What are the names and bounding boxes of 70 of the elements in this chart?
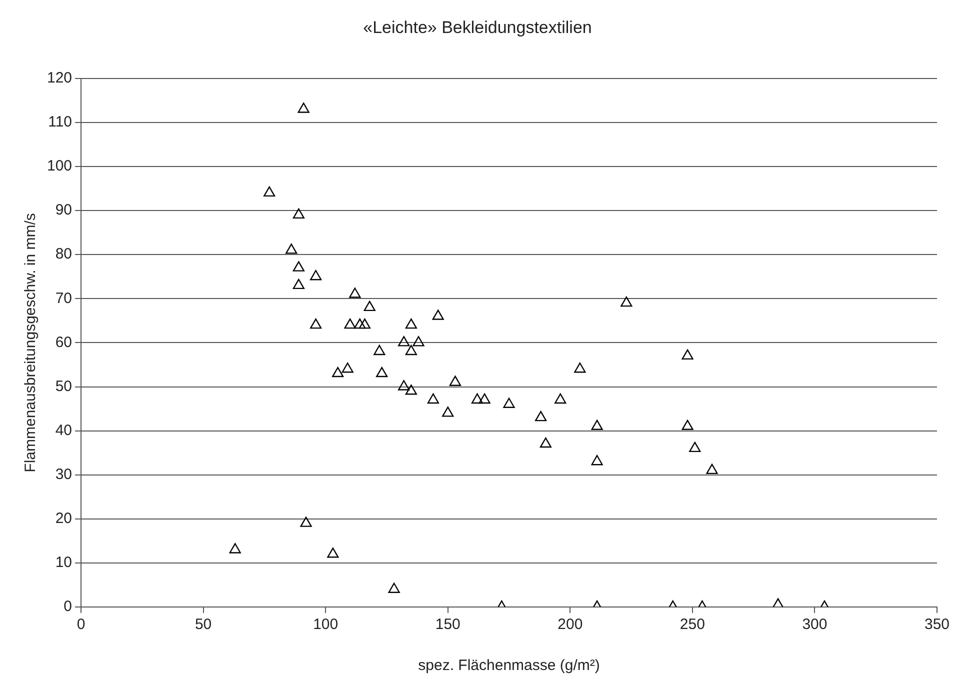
point xyxy=(398,336,410,346)
point xyxy=(364,300,376,312)
point xyxy=(405,344,417,356)
point xyxy=(540,437,552,448)
point xyxy=(471,393,484,404)
y-tick-label: 10 xyxy=(55,554,72,572)
point xyxy=(376,366,388,378)
point xyxy=(388,582,400,593)
y-tick-label: 100 xyxy=(46,158,72,175)
point xyxy=(286,244,298,254)
point xyxy=(574,362,586,373)
point xyxy=(398,380,410,390)
point xyxy=(349,288,361,298)
point xyxy=(591,455,603,466)
y-axis-title: Flammenausbreitungsgeschw. in mm/s xyxy=(22,213,40,472)
point xyxy=(342,362,354,373)
x-tick-label: 150 xyxy=(435,616,460,634)
point xyxy=(706,464,718,474)
point xyxy=(478,393,490,404)
point xyxy=(292,278,304,290)
y-tick-label: 80 xyxy=(55,246,72,263)
point xyxy=(427,393,439,404)
point xyxy=(310,270,322,280)
y-tick-label: 20 xyxy=(55,510,72,528)
point xyxy=(327,548,339,558)
y-tick-label: 90 xyxy=(55,202,72,219)
point xyxy=(310,318,322,329)
x-tick-label: 50 xyxy=(194,616,212,634)
y-tick-label: 50 xyxy=(55,378,72,395)
point xyxy=(358,318,371,329)
x-tick-label: 250 xyxy=(680,616,705,634)
point xyxy=(772,598,784,607)
y-tick-label: 40 xyxy=(55,422,72,439)
point xyxy=(535,410,547,422)
point xyxy=(344,318,356,329)
point xyxy=(620,296,632,307)
point xyxy=(689,442,701,452)
point xyxy=(412,336,424,346)
y-tick-label: 30 xyxy=(55,466,72,483)
point xyxy=(292,208,304,219)
y-tick-label: 0 xyxy=(64,598,72,616)
point xyxy=(442,406,454,417)
point xyxy=(591,420,603,430)
x-tick-label: 0 xyxy=(76,616,86,634)
point xyxy=(682,349,694,360)
y-tick-label: 110 xyxy=(48,114,72,131)
point xyxy=(503,398,515,408)
point xyxy=(554,393,566,404)
y-tick-label: 70 xyxy=(55,290,72,307)
point xyxy=(264,186,276,197)
x-tick-label: 100 xyxy=(313,616,338,634)
point xyxy=(405,384,417,395)
x-tick-label: 200 xyxy=(558,616,583,634)
y-tick-label: 120 xyxy=(46,70,72,87)
x-tick-label: 300 xyxy=(802,616,828,634)
point xyxy=(405,318,417,329)
point xyxy=(374,344,386,356)
chart-title: «Leichte» Bekleidungstextilien xyxy=(363,18,592,37)
point xyxy=(300,516,312,527)
x-tick-label: 350 xyxy=(924,616,950,634)
point xyxy=(354,318,366,329)
point xyxy=(432,310,444,320)
y-tick-label: 60 xyxy=(55,334,72,351)
point xyxy=(229,543,241,554)
point xyxy=(292,261,304,272)
x-axis-title: spez. Flächenmasse (g/m²) xyxy=(418,657,600,674)
point xyxy=(449,376,462,386)
point xyxy=(682,420,694,430)
point xyxy=(298,102,310,113)
point xyxy=(332,366,344,378)
